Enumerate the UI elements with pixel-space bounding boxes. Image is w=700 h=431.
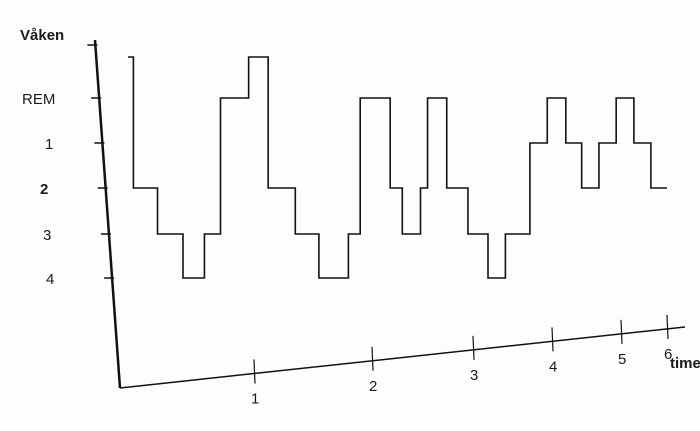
x-tick-label: 6 bbox=[664, 346, 672, 363]
sleep-stage-trace bbox=[128, 56, 667, 279]
x-tick bbox=[253, 359, 256, 384]
stage-step-line bbox=[128, 56, 667, 279]
x-tick-label: 3 bbox=[470, 367, 478, 384]
y-tick-label: 2 bbox=[40, 181, 48, 198]
x-tick bbox=[371, 346, 374, 371]
x-tick bbox=[472, 335, 475, 360]
x-tick-label: 1 bbox=[251, 391, 259, 408]
x-axis-line bbox=[119, 326, 686, 389]
x-tick-label: 2 bbox=[369, 378, 377, 395]
x-tick-label: 4 bbox=[549, 358, 557, 375]
x-tick bbox=[551, 327, 554, 352]
y-tick-label: 1 bbox=[45, 136, 53, 153]
y-axis-line bbox=[93, 39, 122, 389]
y-tick-label: 3 bbox=[43, 227, 51, 244]
x-axis-label: time bbox=[670, 355, 700, 372]
y-tick-label: REM bbox=[22, 91, 55, 108]
x-tick bbox=[620, 319, 623, 344]
x-tick bbox=[666, 314, 669, 339]
y-tick-label: Våken bbox=[20, 27, 64, 44]
x-tick-label: 5 bbox=[618, 351, 626, 368]
y-tick-label: 4 bbox=[46, 271, 54, 288]
axes bbox=[87, 39, 686, 389]
